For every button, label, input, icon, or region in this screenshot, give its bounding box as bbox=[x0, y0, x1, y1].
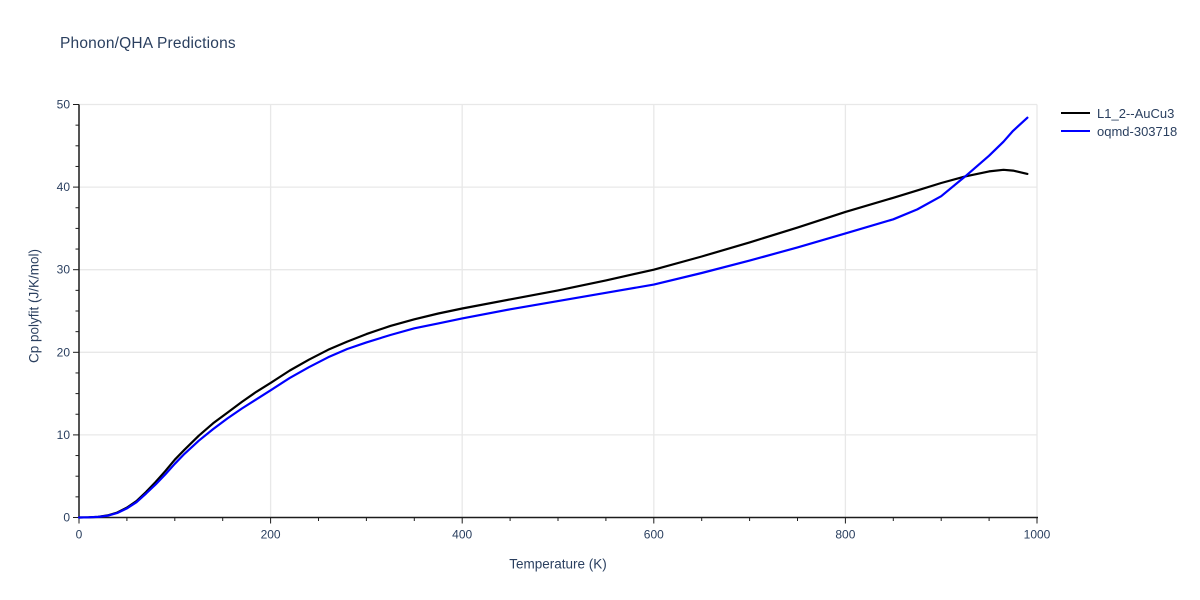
x-tick-label: 0 bbox=[76, 528, 83, 542]
y-tick-label: 20 bbox=[57, 345, 71, 359]
curve-oqmd-303718 bbox=[77, 116, 1029, 519]
legend: L1_2--AuCu3 oqmd-303718 bbox=[1061, 104, 1177, 140]
y-tick-label: 30 bbox=[57, 263, 71, 277]
x-axis-label: Temperature (K) bbox=[509, 556, 607, 572]
x-tick-label: 600 bbox=[644, 528, 664, 542]
legend-label-0: L1_2--AuCu3 bbox=[1097, 105, 1175, 121]
y-tick-label: 0 bbox=[63, 511, 70, 525]
tick-marks bbox=[73, 104, 1038, 524]
legend-label-1: oqmd-303718 bbox=[1097, 123, 1178, 139]
legend-item-series-0[interactable]: L1_2--AuCu3 bbox=[1061, 104, 1177, 122]
x-tick-label: 800 bbox=[835, 528, 855, 542]
x-tick-label: 1000 bbox=[1024, 528, 1051, 542]
y-axis-label: Cp polyfit (J/K/mol) bbox=[26, 248, 42, 364]
gridlines bbox=[79, 103, 1038, 518]
y-tick-labels: 0 10 20 30 40 50 bbox=[57, 98, 71, 525]
chart-title: Phonon/QHA Predictions bbox=[60, 35, 236, 52]
curve-L1_2--AuCu3 bbox=[77, 168, 1029, 519]
y-tick-label: 50 bbox=[57, 98, 71, 112]
y-tick-label: 10 bbox=[57, 428, 71, 442]
x-tick-labels: 0 200 400 600 800 1000 bbox=[76, 528, 1051, 542]
x-tick-label: 400 bbox=[452, 528, 472, 542]
legend-item-series-1[interactable]: oqmd-303718 bbox=[1061, 122, 1177, 140]
legend-line-sample-0 bbox=[1061, 112, 1090, 114]
y-tick-label: 40 bbox=[57, 180, 71, 194]
x-tick-label: 200 bbox=[261, 528, 281, 542]
legend-line-sample-1 bbox=[1061, 130, 1090, 132]
